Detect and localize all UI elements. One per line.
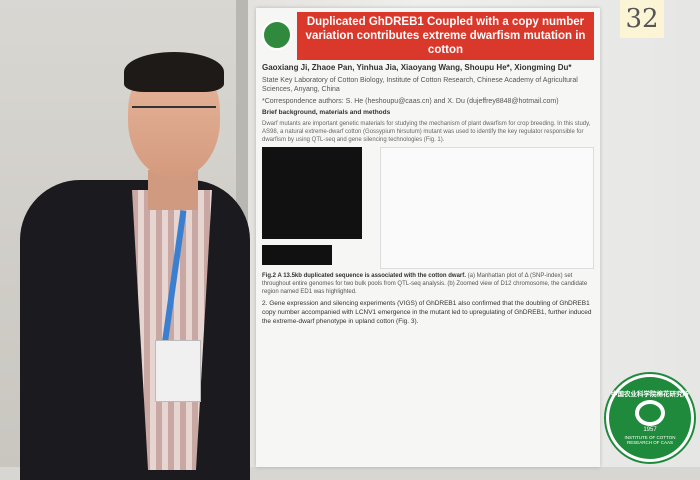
poster-title: Duplicated GhDREB1 Coupled with a copy n… [297, 12, 594, 60]
affiliation-text: State Key Laboratory of Cotton Biology, … [262, 77, 578, 93]
logo-chinese-name: 中国农业科学院棉花研究所 [611, 390, 689, 398]
section-2-text: 2. Gene expression and silencing experim… [262, 300, 592, 325]
cotton-emblem-icon [635, 399, 665, 426]
name-badge [155, 340, 201, 402]
presenter-person [20, 50, 250, 480]
caption-title: Fig.2 A 13.5kb duplicated sequence is as… [262, 273, 466, 279]
background-text: Dwarf mutants are important genetic mate… [262, 121, 591, 143]
glasses [132, 106, 216, 124]
correspondence-text: *Correspondence authors: S. He (heshoupu… [262, 98, 559, 105]
caption-text: (a) Manhattan plot of Δ (SNP-index) set … [262, 273, 588, 295]
poster-header: Duplicated GhDREB1 Coupled with a copy n… [262, 12, 594, 60]
hair [124, 52, 224, 92]
figure-panel [380, 147, 594, 269]
figure-left-column [262, 147, 372, 269]
figure-row [262, 147, 594, 269]
research-poster: Duplicated GhDREB1 Coupled with a copy n… [256, 8, 600, 467]
figure-caption: Fig.2 A 13.5kb duplicated sequence is as… [262, 272, 594, 296]
institute-logo-icon [262, 20, 292, 50]
plant-phenotype-photo [262, 147, 362, 239]
logo-year: 1957 [643, 426, 657, 433]
sticky-note-number: 32 [620, 0, 664, 38]
section-heading: Brief background, materials and methods [262, 109, 391, 116]
poster-authors: Gaoxiang Ji, Zhaoe Pan, Yinhua Jia, Xiao… [262, 63, 572, 72]
gel-image [262, 245, 332, 265]
watermark-logo: 中国农业科学院棉花研究所 1957 INSTITUTE OF COTTON RE… [606, 374, 694, 462]
logo-english-name: INSTITUTE OF COTTON RESEARCH OF CAAS [624, 434, 676, 446]
